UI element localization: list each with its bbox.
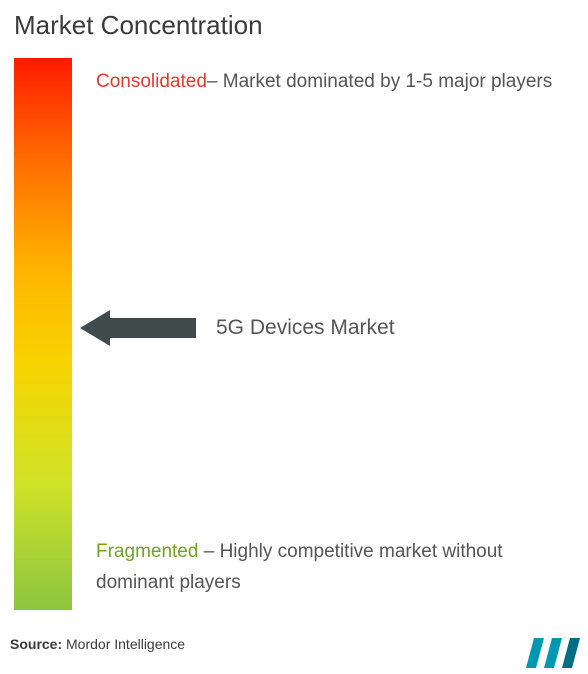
marker-block: 5G Devices Market [80,310,395,346]
page-title: Market Concentration [14,10,263,41]
arrow-left-icon [80,310,196,346]
source-value: Mordor Intelligence [66,636,185,652]
concentration-gradient-bar [14,58,72,610]
consolidated-rest: – Market dominated by 1-5 major players [207,71,552,92]
source-label: Source: [10,636,62,652]
logo-bar-2 [562,638,580,668]
logo-bar-0 [526,638,544,668]
consolidated-keyword: Consolidated [96,71,207,92]
brand-logo-icon [522,632,582,668]
marker-label: 5G Devices Market [216,316,395,340]
logo-bars [526,638,580,668]
logo-bar-1 [544,638,562,668]
consolidated-annotation: Consolidated– Market dominated by 1-5 ma… [96,66,568,97]
fragmented-keyword: Fragmented [96,541,198,562]
source-line: Source: Mordor Intelligence [10,636,185,652]
fragmented-annotation: Fragmented – Highly competitive market w… [96,536,568,599]
arrow-shape [80,310,196,346]
